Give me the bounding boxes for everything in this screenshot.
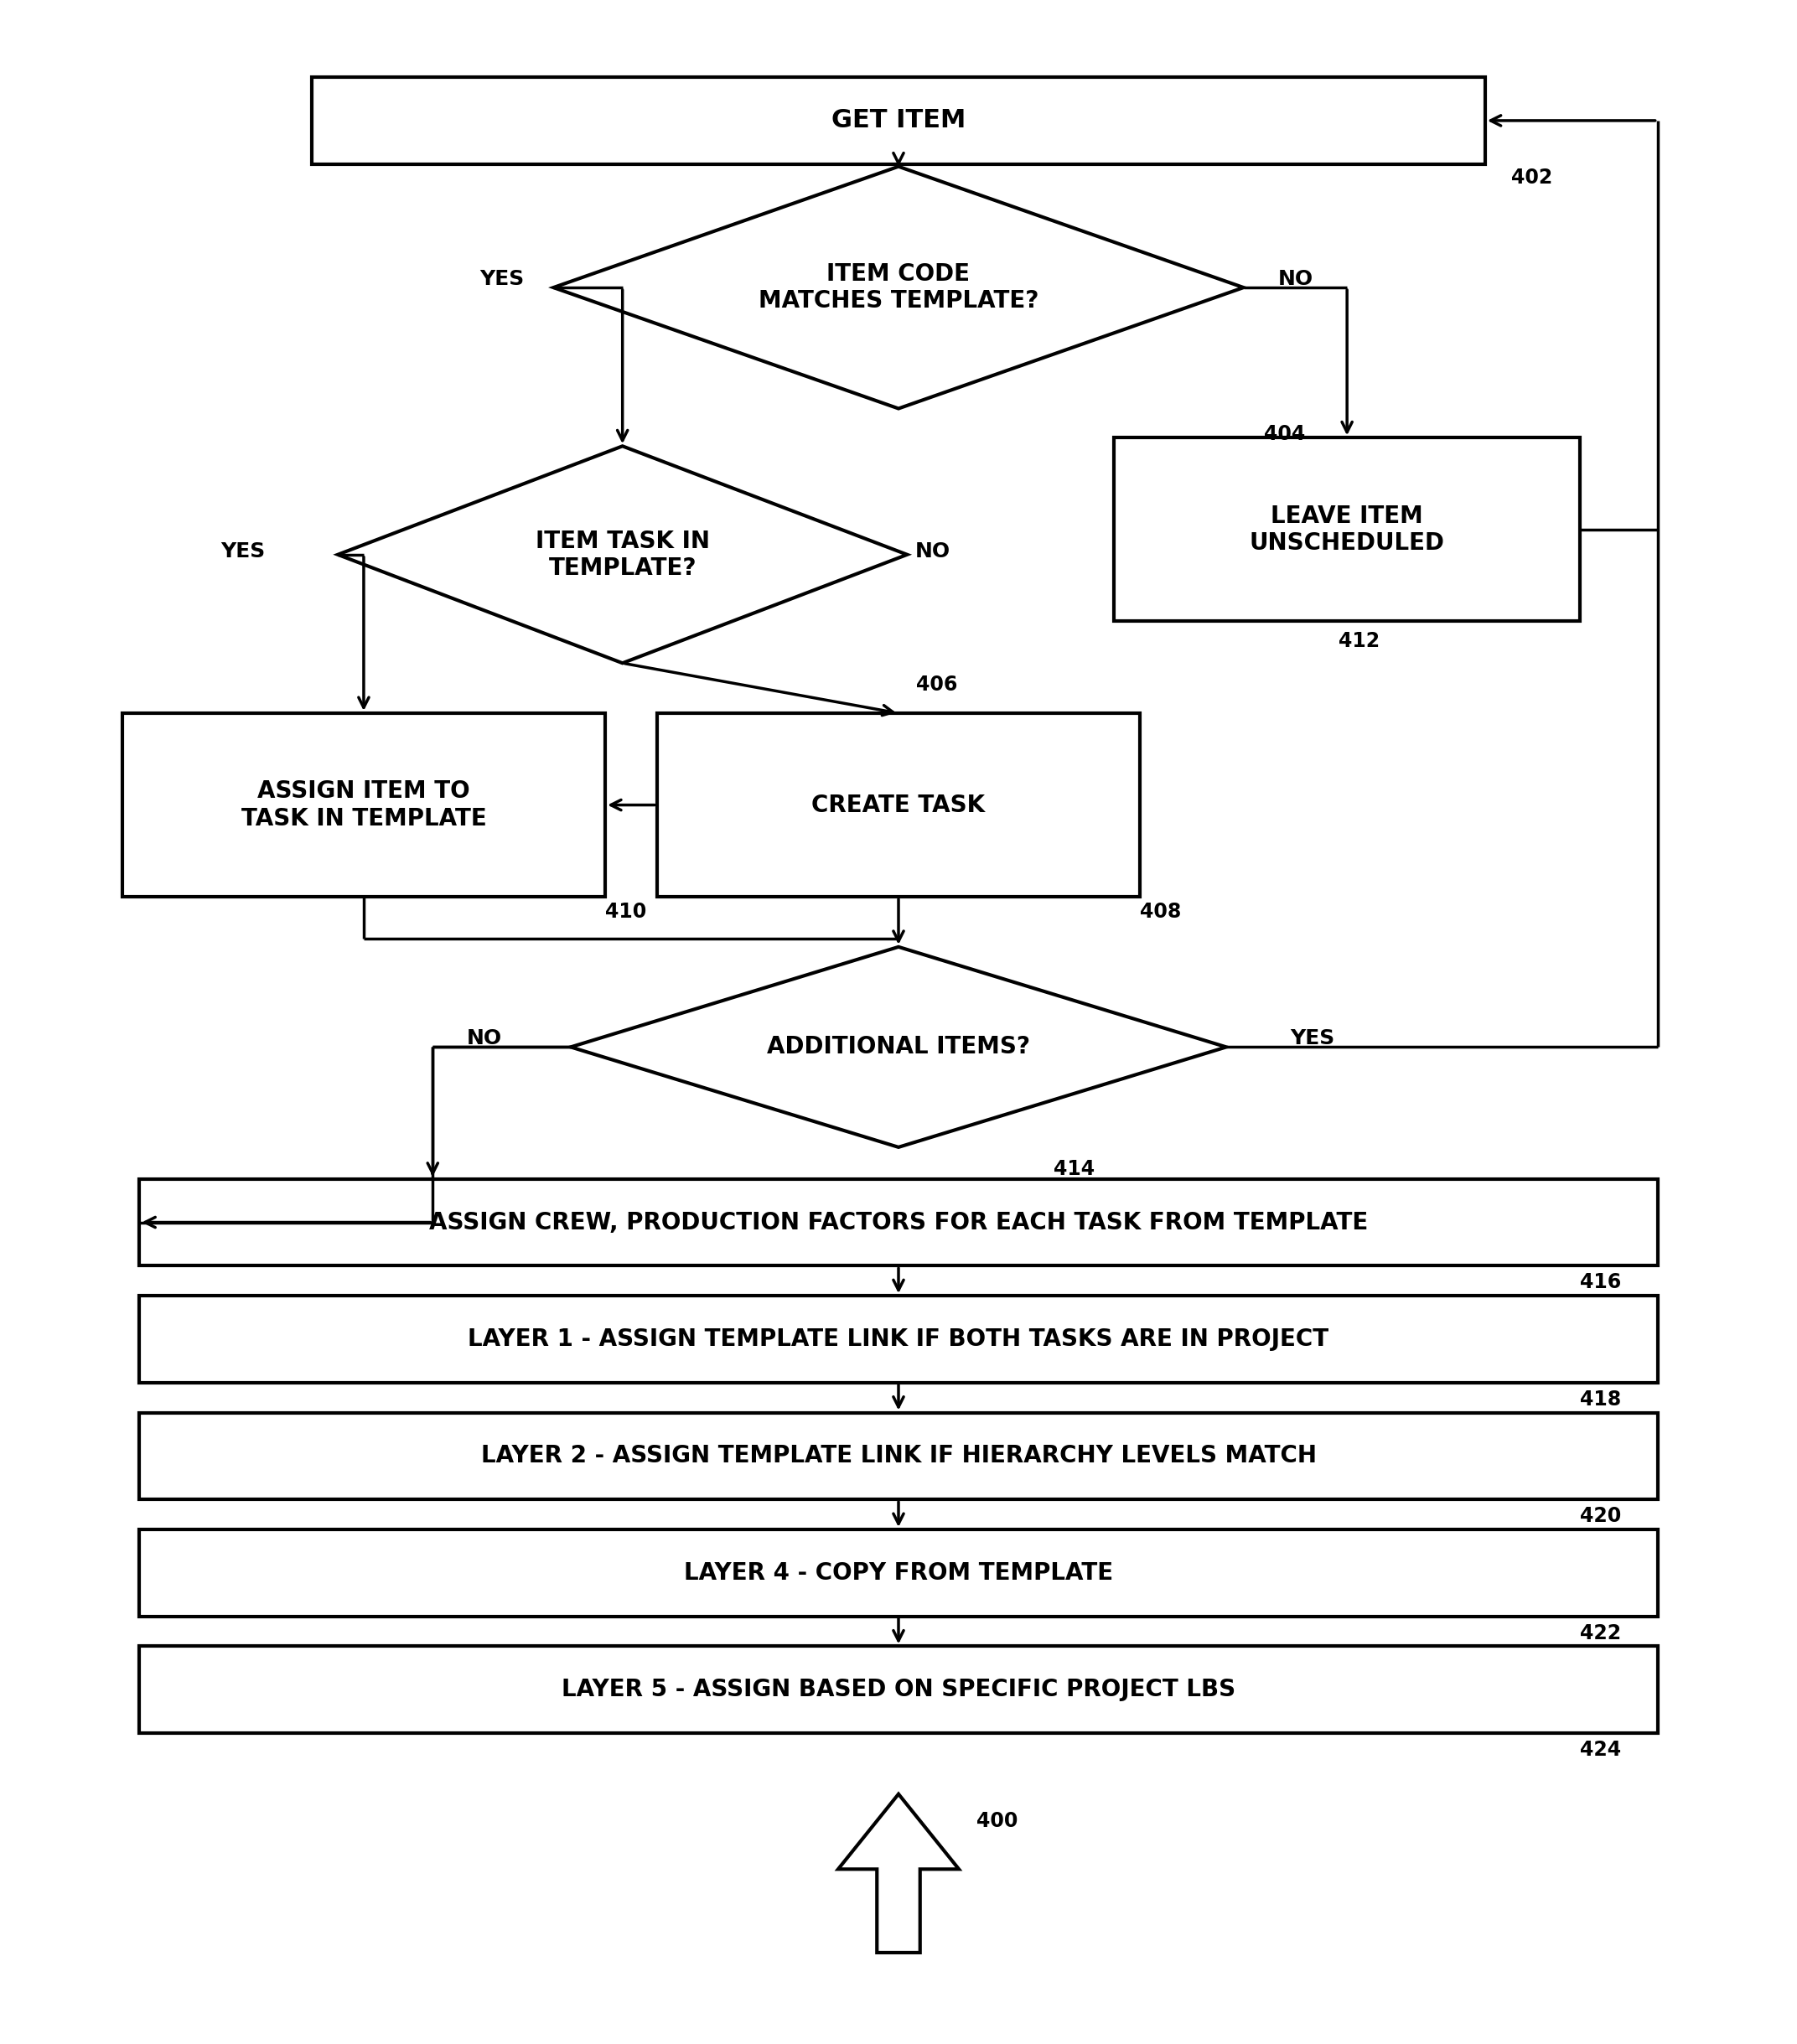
Text: ADDITIONAL ITEMS?: ADDITIONAL ITEMS? <box>767 1036 1030 1059</box>
Text: ASSIGN ITEM TO
TASK IN TEMPLATE: ASSIGN ITEM TO TASK IN TEMPLATE <box>241 779 487 830</box>
Text: 422: 422 <box>1580 1623 1621 1643</box>
Text: 424: 424 <box>1580 1739 1621 1760</box>
Text: LEAVE ITEM
UNSCHEDULED: LEAVE ITEM UNSCHEDULED <box>1249 505 1445 554</box>
Text: NO: NO <box>467 1028 501 1049</box>
Text: YES: YES <box>221 542 266 562</box>
Polygon shape <box>571 946 1226 1147</box>
Text: YES: YES <box>1290 1028 1335 1049</box>
Text: LAYER 2 - ASSIGN TEMPLATE LINK IF HIERARCHY LEVELS MATCH: LAYER 2 - ASSIGN TEMPLATE LINK IF HIERAR… <box>480 1445 1317 1468</box>
Bar <box>140 1529 1657 1617</box>
Bar <box>122 713 606 897</box>
Text: ITEM TASK IN
TEMPLATE?: ITEM TASK IN TEMPLATE? <box>536 529 710 580</box>
Text: GET ITEM: GET ITEM <box>832 108 965 133</box>
Polygon shape <box>338 446 907 662</box>
Bar <box>313 78 1484 164</box>
Text: 402: 402 <box>1511 168 1553 188</box>
Bar <box>1114 437 1580 621</box>
Bar <box>140 1645 1657 1733</box>
Text: 420: 420 <box>1580 1506 1621 1527</box>
Bar <box>140 1296 1657 1382</box>
Text: CREATE TASK: CREATE TASK <box>812 793 985 818</box>
Bar <box>140 1412 1657 1500</box>
Polygon shape <box>553 166 1244 409</box>
Text: 406: 406 <box>916 675 958 695</box>
Text: 404: 404 <box>1265 425 1305 444</box>
Text: 418: 418 <box>1580 1390 1621 1410</box>
Polygon shape <box>837 1795 960 1952</box>
Text: ASSIGN CREW, PRODUCTION FACTORS FOR EACH TASK FROM TEMPLATE: ASSIGN CREW, PRODUCTION FACTORS FOR EACH… <box>429 1210 1368 1235</box>
Text: NO: NO <box>1278 270 1314 290</box>
Text: NO: NO <box>915 542 951 562</box>
Text: 412: 412 <box>1339 632 1380 652</box>
Text: LAYER 4 - COPY FROM TEMPLATE: LAYER 4 - COPY FROM TEMPLATE <box>685 1562 1112 1584</box>
Text: ITEM CODE
MATCHES TEMPLATE?: ITEM CODE MATCHES TEMPLATE? <box>758 262 1039 313</box>
Bar <box>140 1179 1657 1265</box>
Text: 400: 400 <box>976 1811 1017 1831</box>
Text: LAYER 5 - ASSIGN BASED ON SPECIFIC PROJECT LBS: LAYER 5 - ASSIGN BASED ON SPECIFIC PROJE… <box>561 1678 1236 1701</box>
Text: 416: 416 <box>1580 1271 1621 1292</box>
Text: YES: YES <box>480 270 525 290</box>
Text: 414: 414 <box>1053 1159 1094 1179</box>
Bar <box>658 713 1139 897</box>
Text: LAYER 1 - ASSIGN TEMPLATE LINK IF BOTH TASKS ARE IN PROJECT: LAYER 1 - ASSIGN TEMPLATE LINK IF BOTH T… <box>467 1327 1330 1351</box>
Text: 408: 408 <box>1139 901 1181 922</box>
Text: 410: 410 <box>606 901 647 922</box>
